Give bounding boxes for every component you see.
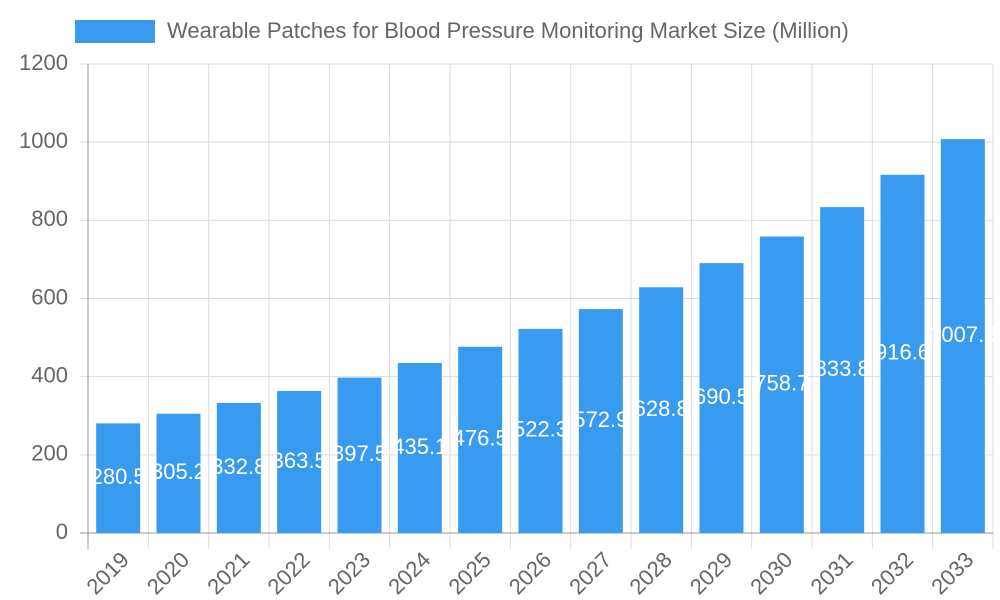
x-tick-label: 2024 <box>383 547 435 599</box>
y-tick-label: 600 <box>31 284 68 309</box>
value-label: 305.2 <box>151 459 206 484</box>
bar <box>639 287 684 533</box>
value-label: 332.8 <box>211 454 266 479</box>
bar <box>216 402 261 533</box>
x-tick-label: 2020 <box>142 547 194 599</box>
value-label: 628.8 <box>634 396 689 421</box>
value-label: 833.8 <box>815 356 870 381</box>
y-tick-label: 0 <box>56 519 68 544</box>
value-label: 572.9 <box>573 407 628 432</box>
x-tick-label: 2023 <box>323 547 375 599</box>
bar <box>337 377 382 533</box>
x-tick-label: 2026 <box>504 547 556 599</box>
x-tick-label: 2033 <box>926 547 978 599</box>
bar <box>277 390 322 533</box>
x-tick-label: 2025 <box>444 547 496 599</box>
legend-swatch <box>75 20 155 43</box>
value-label: 758.7 <box>754 371 809 396</box>
x-tick-label: 2022 <box>263 547 315 599</box>
value-label: 435.1 <box>392 434 447 459</box>
bar <box>880 174 925 534</box>
x-tick-label: 2029 <box>685 547 737 599</box>
bar <box>156 413 201 533</box>
y-tick-label: 1000 <box>19 128 68 153</box>
x-tick-label: 2021 <box>202 547 254 599</box>
value-label: 363.5 <box>272 448 327 473</box>
x-tick-label: 2027 <box>564 547 616 599</box>
x-tick-label: 2019 <box>82 547 134 599</box>
y-tick-label: 400 <box>31 362 68 387</box>
value-label: 397.5 <box>332 441 387 466</box>
bar <box>699 263 744 533</box>
bar <box>397 362 442 533</box>
y-tick-label: 1200 <box>19 50 68 75</box>
bar <box>96 423 141 533</box>
value-label: 916.6 <box>875 340 930 365</box>
x-tick-label: 2031 <box>806 547 858 599</box>
y-tick-label: 800 <box>31 206 68 231</box>
value-label: 522.3 <box>513 417 568 442</box>
bar <box>458 346 503 533</box>
bar <box>578 309 623 533</box>
value-label: 280.5 <box>91 464 146 489</box>
bar <box>759 236 804 534</box>
value-label: 690.5 <box>694 384 749 409</box>
y-tick-label: 200 <box>31 441 68 466</box>
bar <box>940 139 985 533</box>
x-tick-label: 2028 <box>625 547 677 599</box>
bar <box>518 328 563 533</box>
legend-label: Wearable Patches for Blood Pressure Moni… <box>167 18 849 43</box>
x-tick-label: 2032 <box>866 547 918 599</box>
value-label: 1007.8 <box>929 322 996 347</box>
x-tick-label: 2030 <box>745 547 797 599</box>
bar <box>820 207 865 533</box>
value-label: 476.5 <box>453 426 508 451</box>
